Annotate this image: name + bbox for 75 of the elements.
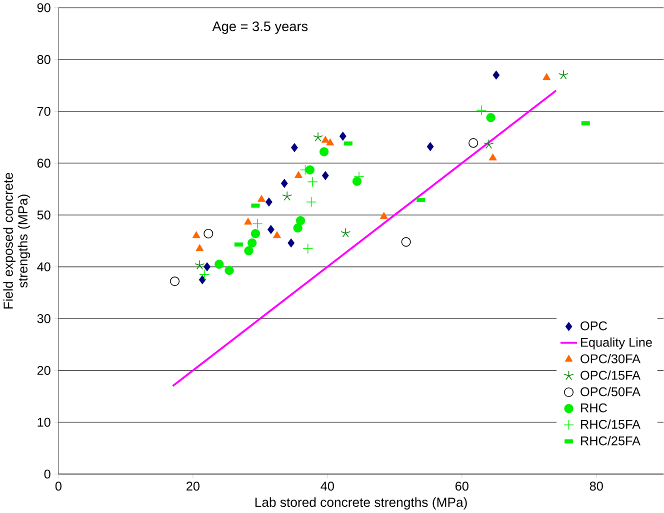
point (290, 143, 298, 152)
y-tick-label: 70 (37, 106, 50, 116)
point (484, 139, 494, 149)
x-tick-label: 0 (55, 482, 62, 491)
point (267, 225, 274, 234)
point (265, 198, 272, 207)
point (224, 266, 234, 276)
point (280, 178, 288, 188)
y-tick-label: 50 (37, 210, 50, 220)
point (252, 218, 263, 230)
point (322, 171, 329, 180)
point (296, 216, 306, 226)
point (486, 113, 496, 122)
point (194, 260, 205, 270)
y-tick-label: 20 (37, 366, 50, 376)
point (468, 138, 478, 148)
legend-label: OPC/50FA (580, 387, 640, 396)
point (401, 237, 411, 247)
legend-label: OPC/15FA (580, 370, 640, 380)
x-axis-title: Lab stored concrete strengths (MPa) (255, 497, 467, 510)
legend-label: OPC/30FA (580, 354, 640, 364)
x-tick-label: 20 (186, 482, 200, 491)
point (305, 165, 315, 175)
point (319, 147, 329, 156)
annotation: Age = 3.5 years (212, 22, 308, 34)
legend-label: RHC/15FA (581, 420, 640, 429)
point (352, 176, 362, 186)
point (306, 196, 317, 208)
point (288, 238, 295, 248)
point (339, 132, 346, 141)
x-tick-label: 40 (320, 482, 334, 491)
point (326, 138, 334, 146)
point (476, 105, 487, 116)
point (542, 73, 551, 80)
point (294, 171, 302, 178)
point (170, 276, 180, 286)
point (293, 223, 302, 233)
x-tick-label: 80 (590, 482, 603, 491)
point (380, 212, 388, 220)
point (248, 238, 257, 248)
y-tick-label: 80 (37, 55, 50, 64)
point (558, 70, 568, 80)
point (198, 275, 206, 284)
point (282, 191, 292, 201)
legend-label: RHC (581, 404, 607, 412)
point (204, 262, 211, 272)
y-tick-label: 10 (38, 418, 50, 427)
point (196, 244, 204, 252)
y-axis-title: Field exposed concrete strengths (MPa) (3, 172, 30, 309)
point (488, 154, 497, 160)
y-tick-label: 90 (37, 3, 50, 12)
x-tick-label: 60 (455, 482, 468, 491)
point (214, 260, 224, 269)
point (492, 70, 500, 80)
point (199, 269, 210, 280)
point (250, 229, 260, 238)
point (244, 218, 252, 225)
point (273, 231, 281, 238)
legend-label: Equality Line (581, 338, 652, 350)
y-tick-label: 0 (44, 470, 50, 479)
y-tick-label: 30 (37, 314, 50, 324)
point (302, 244, 314, 254)
y-tick-label: 60 (37, 158, 50, 168)
y-tick-label: 40 (37, 262, 50, 272)
legend-label: RHC/25FA (581, 436, 640, 446)
point (426, 142, 434, 152)
point (204, 228, 214, 239)
point (340, 228, 351, 238)
point (192, 231, 200, 238)
legend-label: OPC (580, 321, 607, 330)
point (307, 176, 318, 188)
point (312, 132, 324, 142)
point (321, 136, 330, 143)
point (258, 194, 266, 202)
point (244, 246, 254, 256)
